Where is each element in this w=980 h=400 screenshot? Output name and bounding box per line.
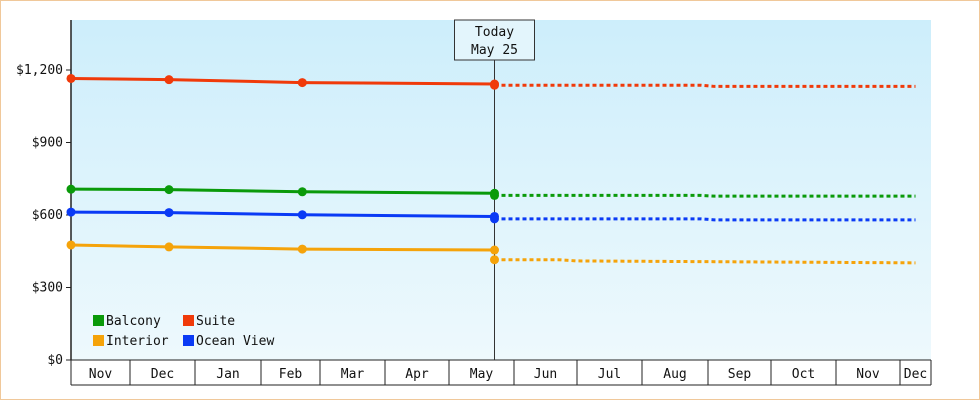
series-forecast-line xyxy=(494,193,916,198)
data-point xyxy=(490,190,499,200)
data-point xyxy=(66,184,76,194)
data-point xyxy=(297,78,307,88)
x-tick-label: Mar xyxy=(341,367,365,382)
data-point xyxy=(164,75,174,85)
x-tick-label: Jun xyxy=(534,367,557,382)
y-tick-label: $0 xyxy=(47,353,63,368)
x-tick-label: Aug xyxy=(663,367,686,382)
x-tick-label: Apr xyxy=(405,367,429,382)
legend-swatch xyxy=(183,315,194,326)
series-actual-line xyxy=(70,76,495,86)
today-box xyxy=(454,19,535,61)
data-point xyxy=(297,244,307,254)
legend-label: Suite xyxy=(196,314,235,329)
series-actual-line xyxy=(70,187,495,195)
data-point xyxy=(164,208,174,218)
series-actual-line xyxy=(70,210,495,218)
x-tick-label: Nov xyxy=(856,367,880,382)
data-point xyxy=(297,210,307,220)
data-point xyxy=(164,185,174,195)
legend-swatch xyxy=(93,335,104,346)
y-tick-label: $1,200 xyxy=(16,63,63,78)
x-tick-label: Jul xyxy=(598,367,621,382)
data-point xyxy=(66,73,76,83)
today-date: May 25 xyxy=(471,43,518,58)
data-point xyxy=(490,255,499,265)
series-forecast-line xyxy=(494,83,916,88)
series-forecast-line xyxy=(494,258,916,265)
series-forecast-line xyxy=(494,217,916,222)
legend-swatch xyxy=(93,315,104,326)
today-label: Today xyxy=(475,25,514,40)
data-point xyxy=(490,245,499,255)
y-tick-label: $300 xyxy=(32,281,63,296)
x-tick-label: May xyxy=(470,367,494,382)
x-tick-label: Jan xyxy=(216,367,239,382)
y-tick-label: $900 xyxy=(32,136,63,151)
x-tick-label: Dec xyxy=(151,367,174,382)
data-point xyxy=(164,242,174,252)
y-tick-label: $600 xyxy=(32,208,63,223)
data-point xyxy=(66,240,76,250)
data-point xyxy=(66,207,76,217)
x-tick-label: Oct xyxy=(792,367,815,382)
data-point xyxy=(490,214,499,224)
x-tick-label: Sep xyxy=(728,367,752,382)
x-tick-label: Nov xyxy=(89,367,113,382)
legend-swatch xyxy=(183,335,194,346)
data-point xyxy=(490,80,499,90)
legend-label: Balcony xyxy=(106,314,161,329)
legend-label: Interior xyxy=(106,334,169,349)
legend-label: Ocean View xyxy=(196,334,274,349)
x-tick-label: Feb xyxy=(279,367,303,382)
series-actual-line xyxy=(70,243,495,252)
x-tick-label: Dec xyxy=(904,367,927,382)
data-point xyxy=(297,187,307,197)
